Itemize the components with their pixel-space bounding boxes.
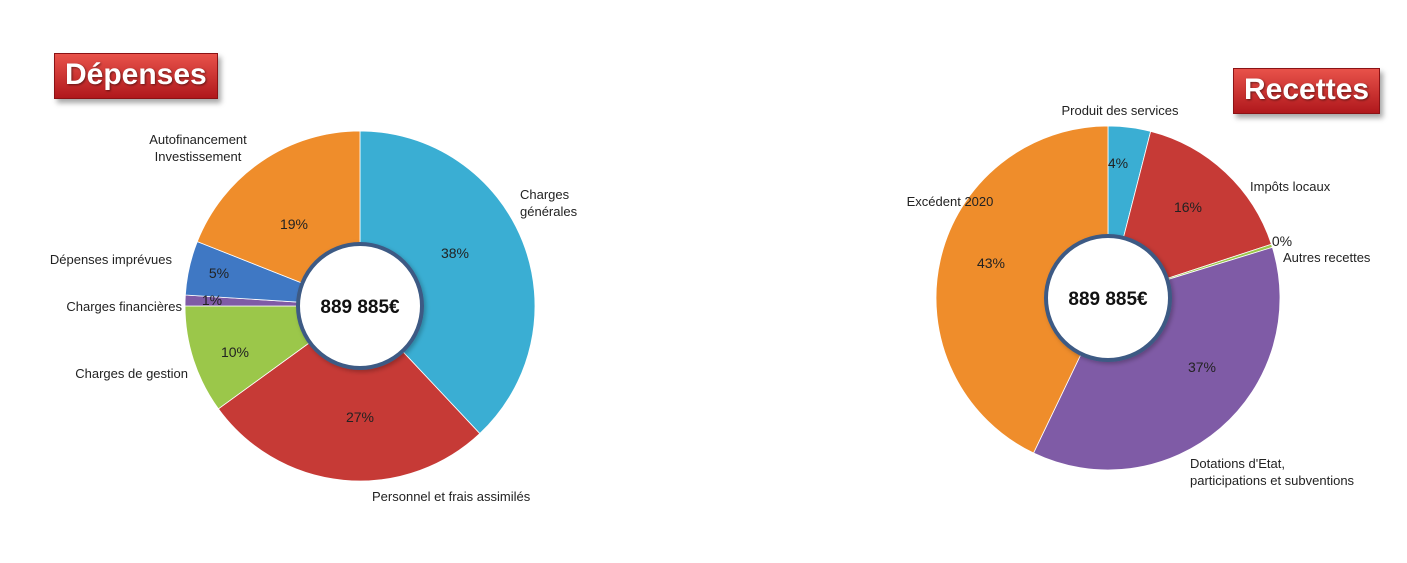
- data-label: 27%: [346, 409, 374, 425]
- category-label: Autres recettes: [1283, 250, 1371, 265]
- category-label: Excédent 2020: [907, 194, 994, 209]
- center-hole: [1044, 234, 1172, 362]
- depenses-title: Dépenses: [54, 53, 218, 99]
- category-label: Produit des services: [1061, 103, 1179, 118]
- data-label: 4%: [1108, 155, 1128, 171]
- category-label: Personnel et frais assimilés: [372, 489, 531, 504]
- center-hole: [296, 242, 424, 370]
- data-label: 16%: [1174, 199, 1202, 215]
- category-label: Charges générales: [520, 187, 578, 219]
- data-label: 10%: [221, 344, 249, 360]
- data-label: 43%: [977, 255, 1005, 271]
- category-label: Autofinancement Investissement: [149, 132, 247, 164]
- pie-slice: [217, 305, 481, 482]
- data-label: 19%: [280, 216, 308, 232]
- data-label: 0%: [1272, 233, 1292, 249]
- pie-slice: [935, 125, 1109, 454]
- category-label: Charges financières: [66, 299, 182, 314]
- data-label: 5%: [209, 265, 229, 281]
- pie-slice: [359, 130, 536, 435]
- data-label: 1%: [202, 292, 222, 308]
- category-label: Dotations d'Etat, participations et subve…: [1190, 456, 1355, 488]
- category-label: Charges de gestion: [75, 366, 188, 381]
- recettes-title: Recettes: [1233, 68, 1381, 114]
- data-label: 38%: [441, 245, 469, 261]
- depenses-pie: 889 885€ 38% 27% 10% 1% 5% 19% Charges générales…: [50, 130, 578, 504]
- center-total-label: 889 885€: [320, 297, 400, 318]
- category-label: Impôts locaux: [1250, 179, 1331, 194]
- center-total-label: 889 885€: [1068, 289, 1148, 310]
- category-label: Dépenses imprévues: [50, 252, 173, 267]
- recettes-pie: 889 885€ 4% 16% 0% 37% 43% Produit des service…: [907, 103, 1371, 488]
- data-label: 37%: [1188, 359, 1216, 375]
- pie-slice: [1032, 246, 1281, 471]
